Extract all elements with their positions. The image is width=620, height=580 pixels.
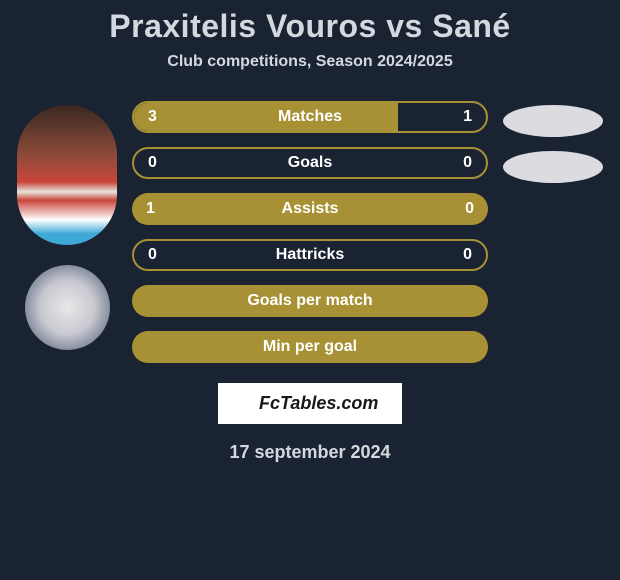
- stat-value-left: 3: [148, 108, 157, 126]
- stat-row: 1 Assists 0: [132, 193, 488, 225]
- stat-value-right: 1: [463, 108, 472, 126]
- stat-row: 0 Hattricks 0: [132, 239, 488, 271]
- stat-bar: 3 Matches 1: [132, 101, 488, 133]
- club-badge-left: [25, 265, 110, 350]
- stat-bar: Goals per match: [132, 285, 488, 317]
- player-avatar-right-placeholder: [503, 151, 603, 183]
- stat-row: 0 Goals 0: [132, 147, 488, 179]
- logo-box[interactable]: ↗FcTables.com: [218, 383, 403, 424]
- logo-arrow-icon: ↗: [242, 394, 255, 414]
- content-row: 3 Matches 1 0 Goals 0 1 Assists 0 0 Hattricks 0 Goal…: [12, 101, 608, 363]
- date-text: 17 september 2024: [12, 442, 608, 463]
- stat-bar: 0 Hattricks 0: [132, 239, 488, 271]
- stat-bar-fill: [134, 103, 398, 131]
- stat-bar: 0 Goals 0: [132, 147, 488, 179]
- stat-label: Goals per match: [247, 292, 372, 310]
- stat-bar: 1 Assists 0: [132, 193, 488, 225]
- stat-label: Hattricks: [276, 246, 344, 264]
- left-column: [12, 101, 122, 363]
- player-avatar-right-placeholder: [503, 105, 603, 137]
- comparison-card: Praxitelis Vouros vs Sané Club competiti…: [0, 0, 620, 471]
- stat-value-right: 0: [465, 200, 474, 218]
- stat-bar: Min per goal: [132, 331, 488, 363]
- stat-value-right: 0: [463, 154, 472, 172]
- page-title: Praxitelis Vouros vs Sané: [12, 8, 608, 45]
- stat-value-left: 0: [148, 154, 157, 172]
- logo-text: FcTables.com: [259, 393, 378, 413]
- stat-value-right: 0: [463, 246, 472, 264]
- stat-label: Min per goal: [263, 338, 357, 356]
- stat-row: 3 Matches 1: [132, 101, 488, 133]
- stat-value-left: 1: [146, 200, 155, 218]
- stat-label: Matches: [278, 108, 342, 126]
- footer: ↗FcTables.com 17 september 2024: [12, 383, 608, 463]
- stat-row: Min per goal: [132, 331, 488, 363]
- stat-label: Goals: [288, 154, 332, 172]
- stats-column: 3 Matches 1 0 Goals 0 1 Assists 0 0 Hattricks 0 Goal…: [132, 101, 488, 363]
- stat-label: Assists: [282, 200, 339, 218]
- player-avatar-left: [17, 105, 117, 245]
- page-subtitle: Club competitions, Season 2024/2025: [12, 53, 608, 71]
- stat-row: Goals per match: [132, 285, 488, 317]
- right-column: [498, 101, 608, 363]
- stat-value-left: 0: [148, 246, 157, 264]
